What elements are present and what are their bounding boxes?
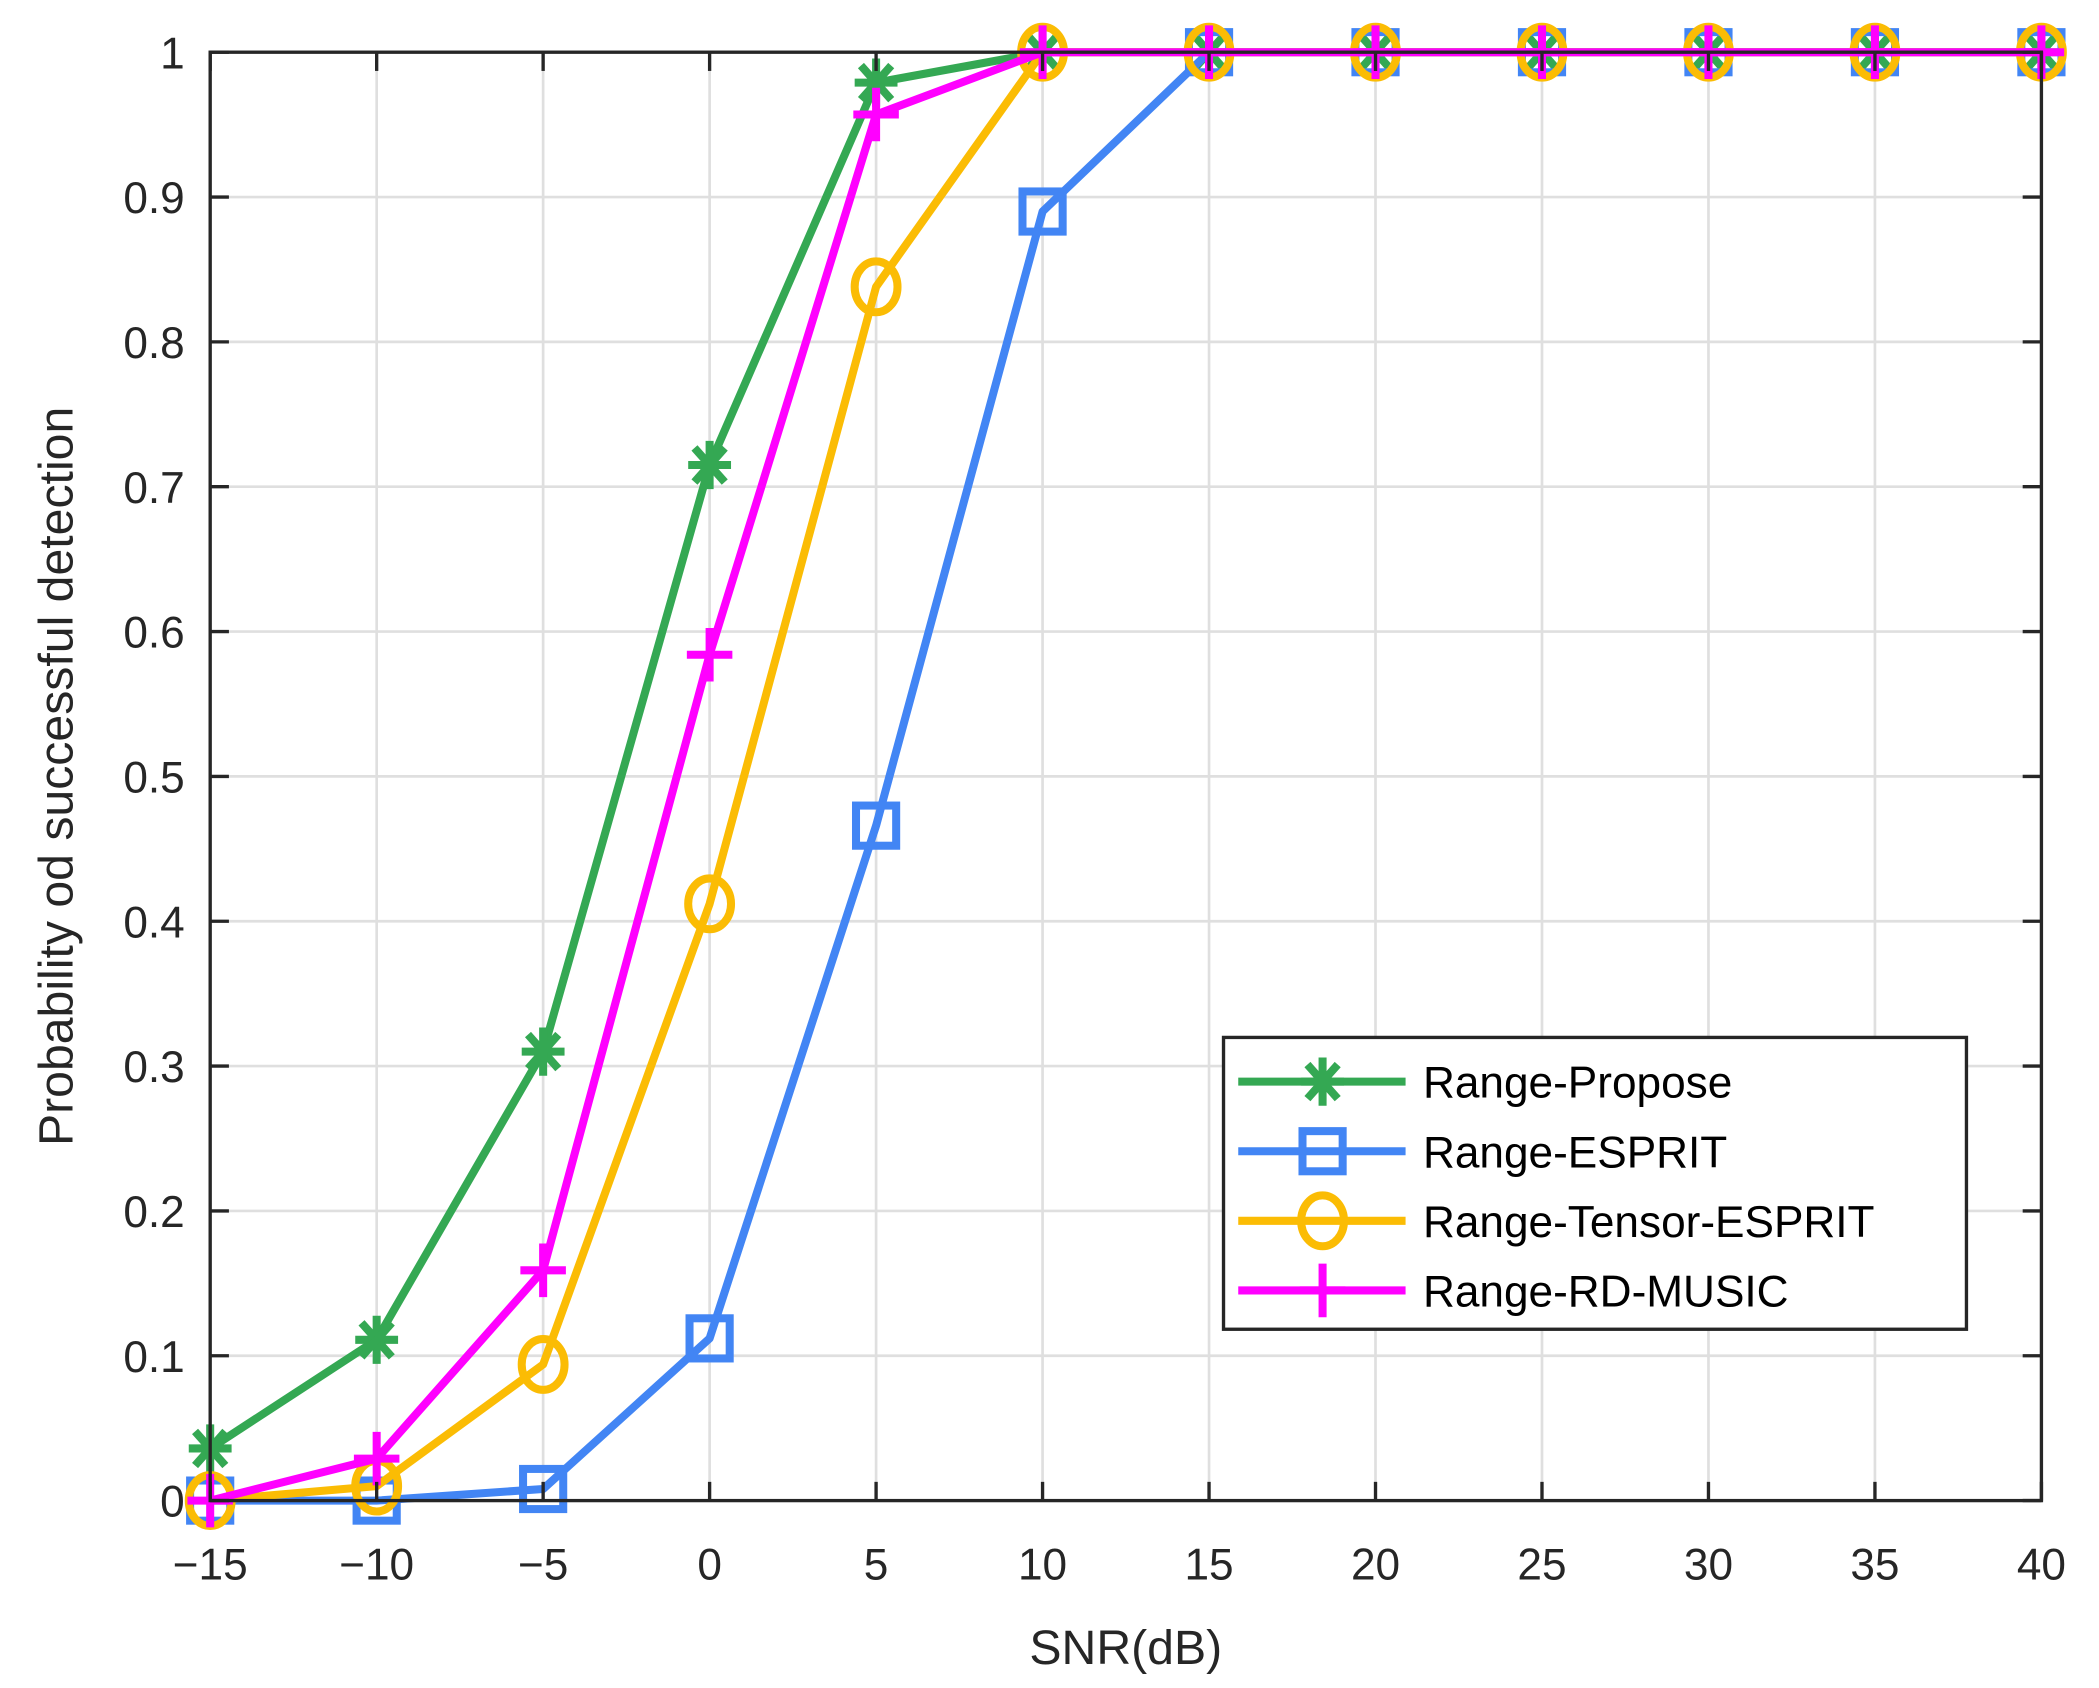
- x-tick-label: 40: [2017, 1541, 2066, 1590]
- square-marker-icon: [1018, 187, 1067, 236]
- asterisk-marker-icon: [521, 1027, 565, 1076]
- x-tick-label: −5: [518, 1541, 568, 1590]
- legend-item: Range-RD-MUSIC: [1238, 1263, 1789, 1318]
- x-tick-label: 35: [1850, 1541, 1899, 1590]
- legend-item: Range-ESPRIT: [1238, 1127, 1727, 1177]
- y-tick-label: 0.9: [123, 174, 184, 223]
- axis-ticks: [208, 50, 2044, 1503]
- legend-label: Range-Propose: [1423, 1059, 1732, 1108]
- asterisk-marker-icon: [355, 1315, 399, 1364]
- x-tick-label: 20: [1351, 1541, 1400, 1590]
- legend-box: [1221, 1035, 1969, 1331]
- y-tick-label: 0.2: [123, 1188, 184, 1237]
- y-tick-label: 0.8: [123, 319, 184, 368]
- legend-label: Range-RD-MUSIC: [1423, 1267, 1789, 1316]
- legend: Range-Propose Range-ESPRIT Range-Tensor-ES…: [1221, 1035, 1969, 1331]
- square-marker-icon: [519, 1464, 568, 1514]
- x-axis-label: SNR(dB): [1029, 1621, 1222, 1675]
- x-tick-label: −15: [173, 1541, 248, 1590]
- plus-marker-icon: [853, 87, 899, 142]
- y-tick-label: 0.4: [123, 898, 184, 947]
- x-tick-label: 15: [1184, 1541, 1233, 1590]
- x-tick-label: 5: [864, 1541, 889, 1590]
- y-tick-label: 0.7: [123, 464, 184, 513]
- circle-marker-icon: [850, 257, 902, 317]
- y-axis-tick-labels: 0 0.1 0.2 0.3 0.4 0.5 0.6 0.7 0.8 0.9 1: [123, 29, 184, 1526]
- plus-marker-icon: [686, 627, 733, 682]
- square-marker-icon: [1298, 1127, 1347, 1176]
- legend-item: Range-Propose: [1238, 1057, 1732, 1108]
- plus-marker-icon: [353, 1431, 400, 1486]
- y-tick-label: 0.5: [123, 753, 184, 802]
- circle-marker-icon: [1297, 1191, 1349, 1251]
- y-tick-label: 1: [160, 29, 185, 78]
- y-tick-label: 0: [160, 1478, 185, 1527]
- asterisk-marker-icon: [1301, 1057, 1344, 1106]
- square-marker-icon: [685, 1314, 734, 1363]
- x-tick-label: 30: [1684, 1541, 1733, 1590]
- x-tick-label: 10: [1018, 1541, 1067, 1590]
- y-tick-label: 0.6: [123, 609, 184, 658]
- x-tick-label: 0: [697, 1541, 722, 1590]
- legend-item: Range-Tensor-ESPRIT: [1238, 1191, 1875, 1251]
- circle-marker-icon: [517, 1334, 569, 1394]
- asterisk-marker-icon: [688, 440, 732, 490]
- y-tick-label: 0.1: [123, 1333, 184, 1382]
- plus-marker-icon: [1299, 1263, 1346, 1318]
- circle-marker-icon: [684, 874, 736, 934]
- x-axis-tick-labels: −15 −10 −5 0 5 10 15 20 25 30 35 40: [173, 1541, 2066, 1590]
- x-tick-label: 25: [1517, 1541, 1566, 1590]
- y-tick-label: 0.3: [123, 1043, 184, 1092]
- legend-label: Range-Tensor-ESPRIT: [1423, 1198, 1875, 1247]
- legend-label: Range-ESPRIT: [1423, 1128, 1727, 1177]
- x-tick-label: −10: [339, 1541, 414, 1590]
- y-axis-label: Probability od successful detection: [29, 407, 83, 1146]
- square-marker-icon: [851, 801, 901, 850]
- plus-marker-icon: [520, 1243, 566, 1298]
